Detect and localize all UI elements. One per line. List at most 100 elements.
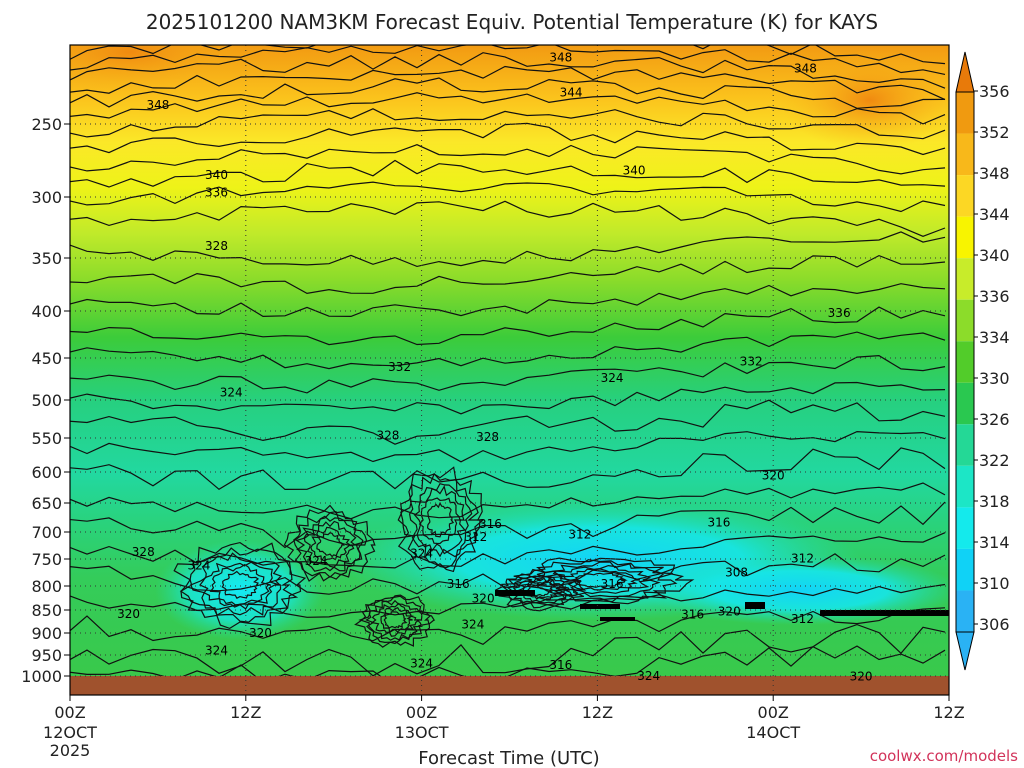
contour-line — [70, 607, 946, 645]
contour-line — [499, 573, 578, 609]
colorbar-label: 318 — [979, 492, 1010, 511]
colorbar-swatch — [956, 258, 974, 300]
contour-label: 320 — [762, 469, 785, 483]
contour-line — [70, 122, 946, 156]
contour-label: 316 — [447, 577, 470, 591]
colorbar-label: 310 — [979, 574, 1010, 593]
colorbar-swatch — [956, 133, 974, 176]
gridlines — [70, 45, 949, 695]
x-tick-label: 00Z — [54, 703, 85, 722]
contour-line — [283, 504, 376, 582]
inversion-band — [495, 590, 535, 596]
contour-line — [70, 354, 946, 394]
contour-line — [190, 552, 283, 617]
x-tick-label: 12Z — [933, 703, 964, 722]
contour-line — [70, 200, 946, 237]
contour-line — [383, 611, 408, 629]
colorbar-label: 322 — [979, 451, 1010, 470]
contour-label: 308 — [725, 566, 748, 580]
chart-title: 2025101200 NAM3KM Forecast Equiv. Potent… — [146, 10, 878, 34]
contour-label: 316 — [601, 577, 624, 591]
contour-line — [70, 447, 946, 491]
contour-label: 348 — [549, 51, 572, 65]
x-axis-label: Forecast Time (UTC) — [418, 748, 599, 768]
contour-label: 324 — [220, 385, 243, 399]
inversion-band — [745, 602, 765, 609]
contour-label: 312 — [791, 612, 814, 626]
colorbar-label: 356 — [979, 82, 1010, 101]
contour-label: 312 — [464, 530, 487, 544]
contour-label: 328 — [476, 430, 499, 444]
contour-line — [547, 564, 652, 595]
colorbar-frame — [955, 91, 975, 633]
x-tick-year: 2025 — [50, 741, 91, 760]
contour-line — [70, 331, 946, 370]
cold-pool — [640, 555, 949, 625]
contour-label: 320 — [850, 669, 873, 683]
contour-label: 320 — [249, 626, 272, 640]
x-tick-date: 14OCT — [746, 723, 800, 742]
contour-labels: 348 348 348 344 340 340 336 328 336 332 332 324 324 3… — [117, 51, 873, 684]
contour-line — [512, 577, 567, 603]
colorbar-swatch — [956, 507, 974, 549]
colorbar-swatch — [956, 92, 974, 134]
contour-label: 324 — [205, 644, 228, 658]
contour-label: 320 — [472, 591, 495, 605]
contour-lines — [70, 45, 946, 687]
contour-label: 336 — [828, 306, 851, 320]
contour-line — [70, 623, 946, 677]
contour-line — [70, 381, 946, 415]
contour-line — [70, 45, 946, 65]
contour-line — [70, 231, 946, 268]
y-tick-label: 450 — [31, 349, 62, 368]
colorbar-swatch — [956, 548, 974, 591]
colorbar-swatch — [956, 216, 974, 259]
contour-line — [397, 466, 485, 573]
contour-line — [70, 399, 946, 445]
contour-line — [316, 532, 345, 558]
contour-line — [413, 485, 467, 555]
y-tick-label: 300 — [31, 188, 62, 207]
y-tick-label: 650 — [31, 494, 62, 513]
contour-label: 328 — [132, 545, 155, 559]
colorbar-swatch — [956, 424, 974, 466]
contour-label: 324 — [410, 547, 433, 561]
contour-line — [70, 159, 946, 188]
contour-line — [70, 52, 946, 89]
x-tick-date: 12OCT — [43, 723, 97, 742]
x-tick-label: 12Z — [582, 703, 613, 722]
contour-label: 328 — [205, 239, 228, 253]
contour-line — [70, 532, 946, 569]
y-axis: 250 300 350 400 450 500 550 600 650 700 750 800 850 9… — [21, 115, 70, 686]
contour-line — [365, 599, 423, 641]
contour-line — [70, 306, 946, 346]
contour-line — [70, 144, 946, 175]
contour-line — [426, 501, 455, 538]
y-tick-label: 600 — [31, 463, 62, 482]
inversion-bands — [495, 590, 949, 621]
colorbar-label: 340 — [979, 246, 1010, 265]
inversion-band — [580, 604, 620, 609]
contour-label: 324 — [187, 558, 210, 572]
inversion-band — [820, 610, 949, 616]
contour-label: 316 — [479, 517, 502, 531]
colorbar-label: 336 — [979, 287, 1010, 306]
warm-region — [70, 45, 250, 92]
y-tick-label: 900 — [31, 624, 62, 643]
y-tick-label: 350 — [31, 249, 62, 268]
credit-link[interactable]: coolwx.com/models — [870, 747, 1018, 765]
contour-label: 348 — [794, 62, 817, 76]
contour-label: 320 — [718, 604, 741, 618]
contour-line — [70, 45, 946, 75]
inversion-band — [600, 617, 635, 621]
colorbar-label: 306 — [979, 615, 1010, 634]
y-tick-label: 550 — [31, 429, 62, 448]
colorbar-bottom-arrow — [955, 631, 975, 671]
y-tick-label: 800 — [31, 577, 62, 596]
colorbar-label: 330 — [979, 369, 1010, 388]
y-tick-label: 500 — [31, 391, 62, 410]
colorbar-label: 326 — [979, 410, 1010, 429]
contour-line — [70, 108, 946, 140]
